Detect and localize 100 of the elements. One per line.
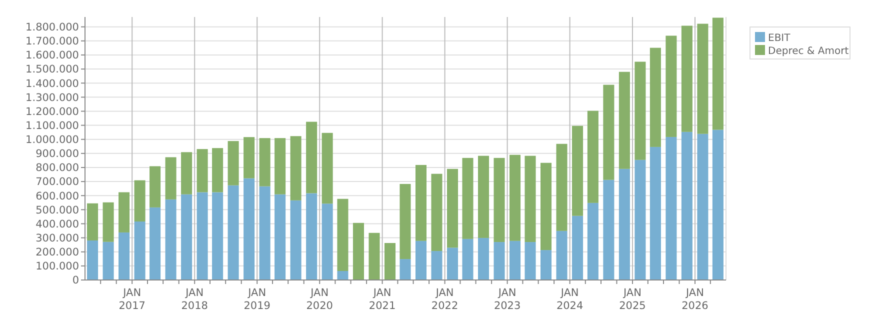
y-tick-label: 1.800.000 (26, 22, 79, 34)
bar (524, 242, 536, 280)
bar (212, 192, 224, 280)
bar (431, 251, 442, 280)
bar (259, 186, 270, 280)
bar (681, 132, 692, 280)
bar (462, 158, 474, 239)
bar (102, 242, 114, 280)
bar (681, 26, 692, 132)
y-tick-label: 700.000 (36, 176, 79, 188)
x-tick-label: JAN 2026 (682, 287, 709, 312)
bar (400, 184, 411, 260)
bar (212, 148, 224, 192)
bar (572, 216, 584, 280)
bar (587, 202, 598, 280)
bar (603, 180, 614, 280)
x-tick-label: JAN 2018 (181, 287, 208, 312)
bar (494, 158, 505, 242)
bar (587, 110, 598, 203)
bar (290, 200, 302, 280)
bar (306, 193, 318, 280)
bar (634, 62, 646, 160)
y-tick-label: 400.000 (36, 218, 79, 230)
bar (572, 126, 584, 216)
y-tick-label: 1.600.000 (26, 50, 79, 62)
bar (697, 134, 708, 280)
bar (540, 162, 552, 250)
x-tick-label: JAN 2022 (431, 287, 458, 312)
bar (556, 230, 568, 280)
bar (322, 132, 333, 204)
y-tick-label: 1.300.000 (26, 92, 79, 104)
bar (337, 271, 348, 280)
y-tick-label: 1.100.000 (26, 120, 79, 132)
bar (306, 122, 318, 194)
bar (712, 130, 724, 280)
y-tick-label: 300.000 (36, 232, 79, 244)
bar (666, 36, 677, 137)
bar (524, 156, 536, 242)
bar (384, 243, 396, 280)
bar (494, 242, 505, 280)
bar (134, 180, 146, 222)
bar (165, 157, 176, 200)
x-tick-label: JAN 2025 (619, 287, 646, 312)
x-tick-label: JAN 2019 (244, 287, 270, 312)
bar (181, 194, 192, 280)
bar (196, 149, 208, 192)
x-tick-label: JAN 2017 (118, 287, 146, 312)
bar (540, 250, 552, 280)
y-tick-label: 1.400.000 (26, 78, 79, 90)
bar (228, 185, 239, 280)
bar (400, 259, 411, 280)
y-tick-label: 0 (72, 274, 79, 287)
bar (259, 138, 270, 186)
bar (290, 136, 302, 200)
y-tick-label: 900.000 (36, 148, 79, 160)
bar (274, 194, 286, 280)
bar (618, 72, 630, 169)
bar (478, 238, 490, 280)
bar (181, 152, 192, 194)
bar (196, 192, 208, 280)
bar (712, 18, 724, 130)
bar (650, 48, 661, 147)
bar (462, 238, 474, 280)
bar (150, 166, 161, 208)
bar (431, 174, 442, 252)
bar (118, 192, 130, 232)
bar (134, 221, 146, 280)
bar (244, 137, 255, 178)
bar (368, 232, 380, 280)
bar (556, 144, 568, 231)
x-tick-label: JAN 2021 (368, 287, 396, 312)
bar (87, 240, 98, 280)
bar (274, 138, 286, 194)
y-tick-label: 600.000 (36, 190, 79, 202)
y-tick-label: 800.000 (36, 162, 79, 174)
bar (165, 199, 176, 280)
x-tick-label: JAN 2023 (494, 287, 521, 312)
y-tick-label: 500.000 (36, 204, 79, 216)
x-tick-label: JAN 2024 (556, 287, 584, 312)
bar (337, 198, 348, 271)
bar (446, 248, 458, 280)
bar (87, 203, 98, 240)
bar (510, 154, 521, 241)
bar (322, 204, 333, 280)
bar (228, 141, 239, 186)
bar (666, 136, 677, 280)
y-tick-label: 1.500.000 (26, 64, 79, 76)
x-tick-label: JAN 2020 (306, 287, 333, 312)
legend-label: EBIT (768, 33, 792, 44)
bar (415, 240, 427, 280)
bar (510, 240, 521, 280)
bar (244, 178, 255, 280)
y-tick-label: 200.000 (36, 246, 79, 259)
bar (415, 164, 427, 241)
y-tick-label: 100.000 (36, 260, 79, 273)
bar (650, 146, 661, 280)
bar (446, 168, 458, 248)
bar (603, 84, 614, 180)
bar (352, 222, 364, 280)
y-tick-label: 1.200.000 (26, 106, 79, 118)
